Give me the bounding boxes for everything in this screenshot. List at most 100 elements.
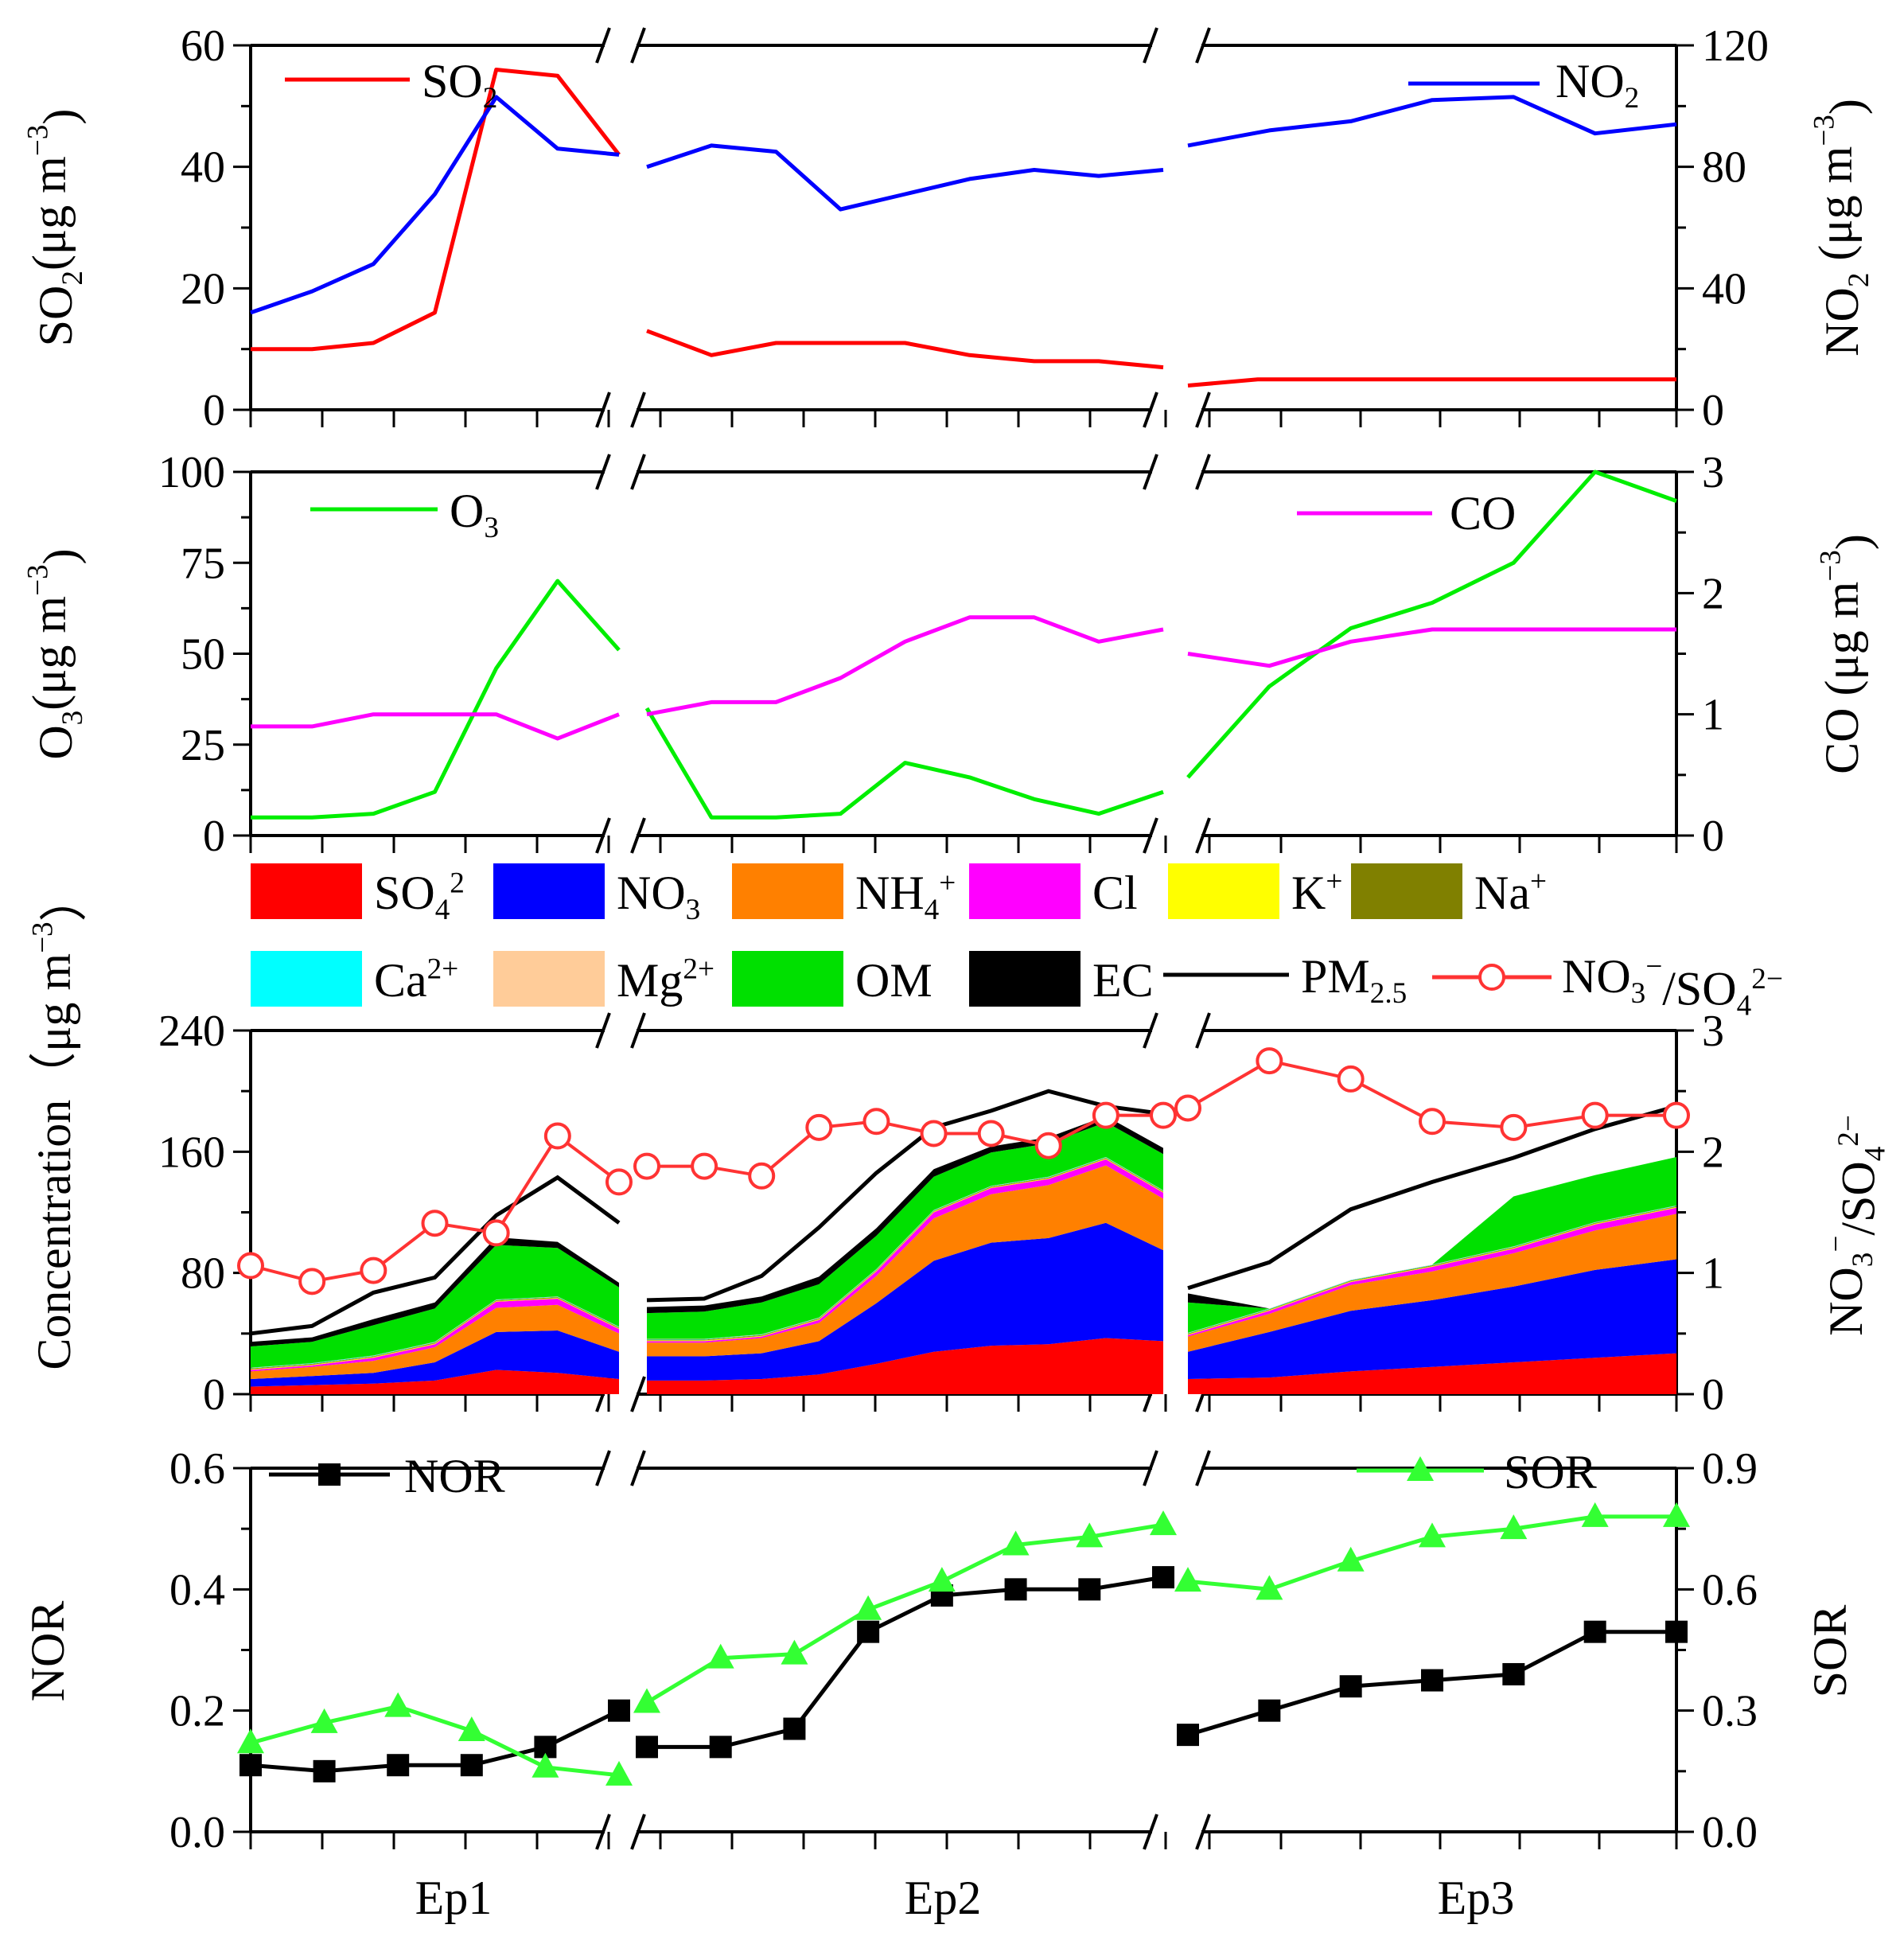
- legend-ratio-marker: [1478, 964, 1505, 991]
- category-label-ep3: Ep3: [1438, 1872, 1515, 1924]
- axis-break-mark: [1143, 454, 1158, 490]
- ratio-point: [1034, 1132, 1062, 1159]
- axis-break-mark: [1195, 1450, 1211, 1486]
- legend-sor-label: SOR: [1504, 1446, 1597, 1498]
- ratio-point: [421, 1210, 449, 1237]
- series-line-o3: [1186, 469, 1677, 779]
- y-left-tick-label: 0.4: [169, 1565, 225, 1615]
- area-so4: [251, 1369, 619, 1394]
- ratio-point: [691, 1152, 718, 1180]
- legend-cl-swatch: [969, 863, 1080, 919]
- series-line-so2: [1187, 377, 1676, 388]
- axis-break-mark: [1195, 27, 1211, 64]
- legend-ca-label: Ca2+: [374, 953, 458, 1007]
- series-line-nor: [647, 1575, 1164, 1749]
- area-nh4: [1188, 1214, 1676, 1352]
- sor-point: [1663, 1502, 1690, 1527]
- y-right-axis-label: CO (μg m−3): [1815, 534, 1879, 774]
- nor-point: [1502, 1662, 1525, 1685]
- series-line-so2: [251, 68, 621, 352]
- axis-break-mark: [595, 1450, 611, 1486]
- ratio-point: [482, 1219, 510, 1247]
- ratio-point: [862, 1108, 890, 1136]
- nor-point: [1421, 1669, 1443, 1692]
- nor-point: [783, 1717, 806, 1740]
- nor-point: [1177, 1724, 1199, 1747]
- y-right-tick-label: 120: [1702, 21, 1769, 71]
- series-line-nor: [250, 1708, 621, 1774]
- panel-o3-co: 0 25 50 75 100 0 1 2 3 O3 CO O3(μg m−3) CO (μg m−3): [22, 448, 1879, 861]
- series-line-sor: [250, 1704, 620, 1778]
- legend-no2-label: NO2: [1556, 55, 1639, 115]
- ratio-point: [1256, 1047, 1283, 1075]
- y-left-axis-label: SO2(μg m−3): [22, 109, 89, 347]
- y-left-tick-label: 60: [181, 21, 225, 71]
- axis-break-mark: [1195, 454, 1211, 490]
- sor-point: [928, 1567, 956, 1592]
- legend-no3-swatch: [493, 863, 605, 919]
- axis-break-mark: [630, 1814, 646, 1850]
- area-no3: [1188, 1259, 1676, 1379]
- legend-mg-label: Mg2+: [617, 953, 714, 1007]
- nor-point: [313, 1759, 336, 1782]
- y-right-axis-label: NO2 (μg m−3): [1809, 99, 1875, 356]
- y-left-axis-label: Concentration（μg m−3）: [27, 874, 92, 1369]
- nor-point: [1004, 1578, 1027, 1601]
- nor-point: [608, 1699, 630, 1722]
- axis-break-mark: [630, 1012, 646, 1049]
- y-right-axis-label: SOR: [1804, 1605, 1856, 1698]
- axis-break-mark: [630, 392, 646, 428]
- area-nh4: [251, 1304, 619, 1379]
- legend-na-swatch: [1351, 863, 1462, 919]
- y-right-tick-label: 0.3: [1702, 1687, 1758, 1736]
- series-line-sor: [645, 1522, 1164, 1704]
- nor-point: [1583, 1620, 1606, 1643]
- ratio-point: [805, 1113, 833, 1141]
- legend-k-label: K+: [1291, 866, 1342, 919]
- legend-so2-label: SO2: [422, 55, 497, 115]
- ratio-point: [543, 1122, 571, 1150]
- sor-point: [1581, 1502, 1609, 1527]
- sor-point: [384, 1692, 412, 1717]
- y-right-tick-label: 1: [1702, 691, 1724, 740]
- y-left-tick-label: 0.0: [169, 1808, 225, 1857]
- sor-point: [458, 1716, 485, 1742]
- nor-point: [387, 1754, 410, 1777]
- y-left-tick-label: 0.6: [169, 1444, 225, 1494]
- y-right-tick-label: 0: [1702, 812, 1724, 861]
- ratio-point: [1500, 1113, 1528, 1141]
- series-line-co: [646, 615, 1164, 717]
- area-nh4: [647, 1165, 1163, 1357]
- sor-point: [310, 1708, 338, 1733]
- nor-point: [239, 1754, 262, 1777]
- ratio-point: [633, 1152, 660, 1180]
- category-label-ep2: Ep2: [905, 1872, 982, 1924]
- sor-point: [531, 1752, 559, 1778]
- panel-composition: 0 80 160 240 0 1 2 3 Concentration（μg m−3） NO3−/S…: [27, 874, 1892, 1420]
- panel-nor-sor: 0.0 0.2 0.4 0.6 0.0 0.3 0.6 0.9 NOR SOR NOR SOR: [21, 1444, 1856, 1857]
- legend-om-label: OM: [855, 954, 933, 1007]
- y-right-tick-label: 3: [1702, 1007, 1724, 1056]
- legend-om-swatch: [732, 951, 843, 1007]
- sor-point: [237, 1728, 264, 1754]
- legend-pm25-label: PM2.5: [1301, 950, 1407, 1010]
- y-left-axis-label: O3(μg m−3): [22, 548, 89, 759]
- legend-na-label: Na+: [1474, 866, 1547, 919]
- y-left-tick-label: 50: [181, 630, 225, 680]
- axis-break-mark: [595, 817, 611, 854]
- category-labels: Ep1 Ep2 Ep3: [415, 1872, 1515, 1924]
- sor-point: [855, 1595, 882, 1620]
- y-left-tick-label: 0.2: [169, 1687, 225, 1736]
- nor-point: [1258, 1699, 1281, 1722]
- y-left-tick-label: 100: [158, 448, 225, 497]
- category-label-ep1: Ep1: [415, 1872, 493, 1924]
- series-line-no2: [1187, 95, 1677, 148]
- y-right-tick-label: 0.9: [1702, 1444, 1758, 1494]
- area-cl: [1188, 1207, 1676, 1337]
- series-line-so2: [646, 329, 1164, 370]
- sor-point: [605, 1760, 633, 1786]
- ratio-point: [360, 1256, 387, 1284]
- area-so4: [647, 1338, 1163, 1394]
- axis-break-mark: [1143, 27, 1158, 64]
- y-right-tick-label: 0: [1702, 1370, 1724, 1420]
